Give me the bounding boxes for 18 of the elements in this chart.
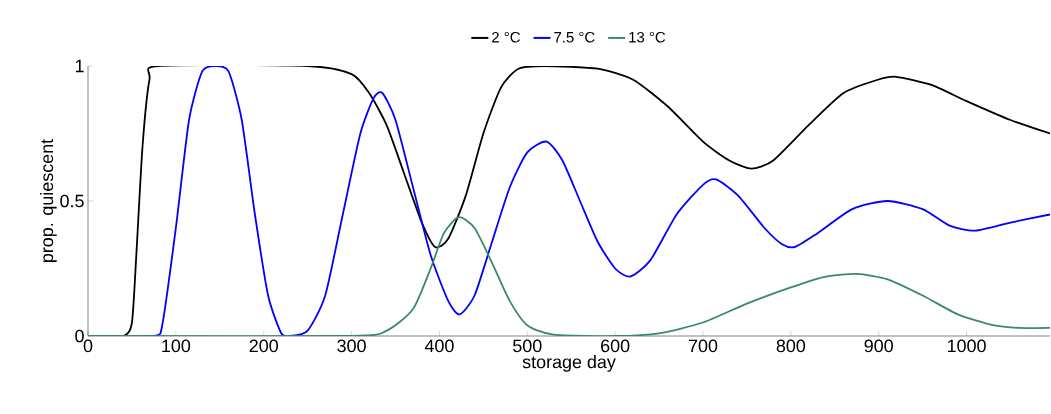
legend-label: 13 °C	[629, 31, 666, 43]
x-tick-label: 200	[249, 339, 278, 353]
x-tick-label: 300	[337, 339, 366, 353]
x-tick-label: 700	[688, 339, 718, 353]
x-tick-label: 500	[513, 339, 542, 353]
x-tick-label: 900	[864, 339, 893, 353]
legend-label: 2 °C	[492, 31, 520, 43]
y-tick-label: 0.5	[60, 194, 84, 208]
x-tick-label: 800	[776, 339, 806, 353]
x-tick-label: 400	[424, 339, 454, 353]
x-axis-title: storage day	[522, 355, 616, 372]
x-tick-label: 600	[601, 339, 630, 353]
x-tick-label: 1000	[947, 339, 986, 353]
x-tick-label: 100	[162, 339, 191, 353]
legend-label: 7.5 °C	[554, 31, 595, 43]
y-tick-label: 1	[75, 59, 84, 73]
y-axis-title: prop. quiescent	[39, 139, 57, 262]
y-tick-label: 0	[75, 329, 84, 343]
